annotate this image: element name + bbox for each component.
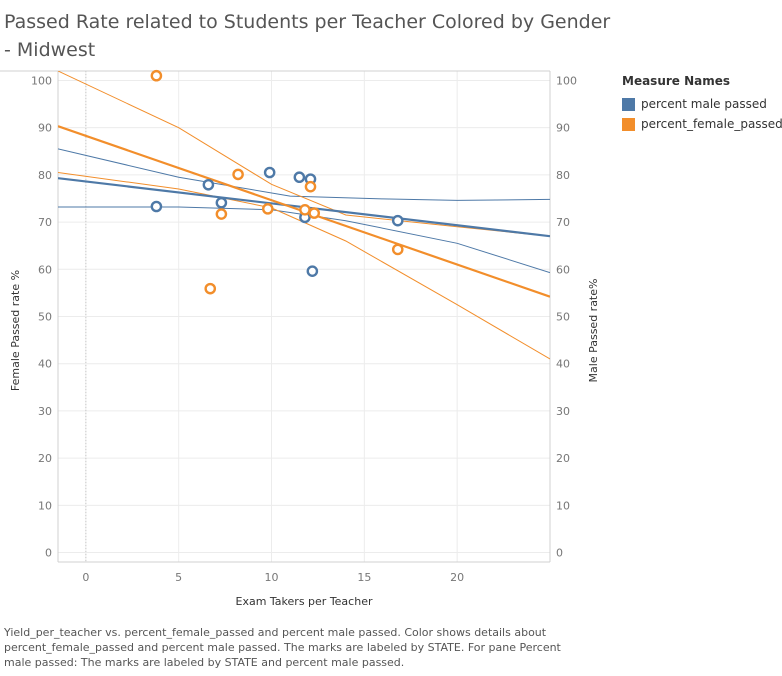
left-y-axis-title: Female Passed rate % [9, 270, 22, 391]
legend-item-female[interactable]: percent_female_passed [622, 114, 782, 134]
x-axis-title: Exam Takers per Teacher [236, 595, 373, 608]
legend-label-female: percent_female_passed [641, 117, 782, 131]
data-points [150, 69, 404, 295]
y-tick-label-left: 0 [45, 547, 52, 560]
female-data-point [150, 69, 163, 82]
y-tick-label-right: 50 [556, 311, 570, 324]
male-band-upper [58, 148, 550, 201]
grid-layer [58, 71, 550, 562]
x-tick-label: 10 [265, 571, 279, 584]
female-data-point [304, 180, 317, 193]
male-data-point [202, 178, 215, 191]
male-data-point [391, 214, 404, 227]
female-data-point [308, 207, 321, 219]
y-tick-label-left: 70 [38, 216, 52, 229]
female-data-point [299, 204, 311, 216]
y-tick-label-left: 10 [38, 499, 52, 512]
y-tick-label-left: 50 [38, 311, 52, 324]
y-tick-label-right: 30 [556, 405, 570, 418]
y-tick-label-right: 40 [556, 358, 570, 371]
female-data-point [204, 282, 217, 295]
x-tick-label: 20 [450, 571, 464, 584]
male-data-point [306, 265, 319, 277]
y-tick-label-right: 60 [556, 263, 570, 276]
female-data-point [391, 243, 404, 256]
male-data-point [263, 166, 276, 179]
y-tick-label-right: 80 [556, 169, 570, 182]
chart-title: Passed Rate related to Students per Teac… [4, 11, 611, 61]
y-tick-label-left: 40 [38, 358, 52, 371]
x-tick-label: 0 [82, 571, 89, 584]
y-tick-label-right: 20 [556, 452, 570, 465]
y-tick-label-left: 90 [38, 122, 52, 135]
female-data-point [232, 168, 244, 181]
legend-swatch-male [622, 97, 635, 111]
y-tick-label-right: 0 [556, 547, 563, 560]
legend-swatch-female [622, 117, 635, 131]
female-band-lower [58, 172, 550, 360]
y-tick-label-right: 90 [556, 122, 570, 135]
legend-item-male[interactable]: percent male passed [622, 94, 782, 114]
y-tick-label-right: 100 [556, 74, 577, 87]
female-data-point [215, 208, 228, 220]
y-tick-label-left: 60 [38, 263, 52, 276]
legend-label-male: percent male passed [641, 97, 767, 111]
male-data-point [215, 196, 228, 209]
x-tick-label: 5 [175, 571, 182, 584]
male-data-point [150, 200, 163, 213]
female-data-point [261, 203, 274, 215]
y-tick-label-right: 70 [556, 216, 570, 229]
y-tick-label-left: 30 [38, 405, 52, 418]
axis-layer [0, 70, 551, 563]
legend-title: Measure Names [622, 74, 731, 88]
right-y-axis-title: Male Passed rate% [587, 279, 600, 383]
chart-caption: Yield_per_teacher vs. percent_female_pas… [4, 626, 561, 669]
legend: Measure Names percent male passed percen… [622, 74, 782, 134]
y-tick-label-left: 20 [38, 452, 52, 465]
male-data-point [293, 171, 306, 184]
y-tick-label-right: 10 [556, 499, 570, 512]
y-tick-label-left: 100 [31, 74, 52, 87]
x-tick-label: 15 [357, 571, 371, 584]
y-tick-label-left: 80 [38, 169, 52, 182]
female-band-upper [58, 71, 550, 237]
